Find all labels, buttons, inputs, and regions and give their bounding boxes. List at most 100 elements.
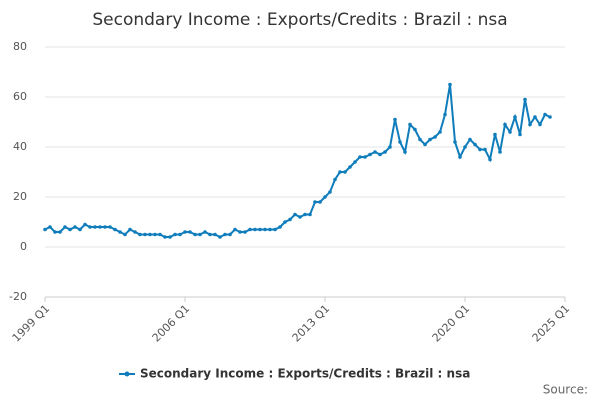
point xyxy=(308,212,312,217)
point xyxy=(248,227,252,232)
x-tick-label: 1999 Q1 xyxy=(10,302,53,345)
point xyxy=(298,215,302,219)
point xyxy=(398,140,402,144)
point xyxy=(423,142,427,147)
point xyxy=(293,212,297,217)
point xyxy=(543,112,547,117)
point xyxy=(538,122,542,127)
point xyxy=(533,115,537,119)
point xyxy=(188,230,192,234)
point xyxy=(343,170,347,174)
point xyxy=(463,145,467,149)
point xyxy=(443,112,447,117)
point xyxy=(68,227,72,232)
point xyxy=(73,225,77,229)
point xyxy=(78,227,82,232)
point xyxy=(418,137,422,142)
x-tick-label: 2006 Q1 xyxy=(150,302,193,345)
y-tick-label: -20 xyxy=(9,290,27,303)
point xyxy=(353,160,357,164)
point xyxy=(213,232,217,237)
point xyxy=(143,232,147,237)
point xyxy=(498,150,502,154)
series-line xyxy=(44,84,551,239)
x-tick-label: 2013 Q1 xyxy=(290,302,333,345)
y-tick-label: 80 xyxy=(13,40,27,53)
point xyxy=(173,232,177,237)
point xyxy=(218,235,222,239)
point xyxy=(448,82,452,87)
point xyxy=(523,97,527,102)
point xyxy=(548,115,552,119)
point xyxy=(153,232,157,237)
point xyxy=(323,195,327,199)
point xyxy=(488,157,492,162)
point xyxy=(238,230,242,234)
point xyxy=(383,150,387,154)
y-tick-label: 0 xyxy=(20,240,27,253)
point xyxy=(458,155,462,159)
point xyxy=(313,200,317,204)
point xyxy=(253,227,257,232)
y-tick-label: 60 xyxy=(13,90,27,103)
point xyxy=(233,227,237,232)
point xyxy=(98,225,102,229)
point xyxy=(133,230,137,234)
y-tick-label: 20 xyxy=(13,190,27,203)
point xyxy=(503,122,507,127)
point xyxy=(268,227,272,232)
point xyxy=(278,225,282,229)
point xyxy=(178,232,182,237)
point xyxy=(273,227,277,232)
point xyxy=(118,230,122,234)
point xyxy=(453,140,457,144)
point xyxy=(93,225,97,229)
point xyxy=(518,132,522,137)
point xyxy=(113,227,117,232)
point xyxy=(508,130,512,134)
point xyxy=(318,200,322,204)
point xyxy=(513,115,517,119)
point xyxy=(183,230,187,234)
point xyxy=(158,232,162,237)
point xyxy=(63,225,67,229)
y-tick-label: 40 xyxy=(13,140,27,153)
point xyxy=(373,150,377,154)
point xyxy=(258,227,262,232)
point xyxy=(478,147,482,152)
point xyxy=(193,232,197,237)
point xyxy=(138,232,142,237)
chart-title: Secondary Income : Exports/Credits : Bra… xyxy=(92,10,507,30)
point xyxy=(83,222,87,227)
point xyxy=(148,232,152,237)
point xyxy=(168,235,172,239)
point xyxy=(378,152,382,157)
point xyxy=(198,232,202,237)
point xyxy=(163,235,167,239)
point xyxy=(433,135,437,139)
legend-marker xyxy=(124,371,130,377)
point xyxy=(483,147,487,152)
point xyxy=(43,227,47,232)
point xyxy=(358,155,362,159)
point xyxy=(493,132,497,137)
point xyxy=(53,230,57,234)
point xyxy=(413,127,417,132)
point xyxy=(123,232,127,237)
point xyxy=(348,165,352,169)
source-label: Source: xyxy=(543,383,588,397)
point xyxy=(128,227,132,232)
point xyxy=(58,230,62,234)
point xyxy=(283,220,287,224)
point xyxy=(468,137,472,142)
point xyxy=(528,122,532,127)
point xyxy=(363,155,367,159)
point xyxy=(208,232,212,237)
legend-label: Secondary Income : Exports/Credits : Bra… xyxy=(140,367,470,381)
x-tick-label: 2020 Q1 xyxy=(430,302,473,345)
point xyxy=(108,225,112,229)
point xyxy=(338,170,342,174)
point xyxy=(228,232,232,237)
point xyxy=(303,212,307,217)
